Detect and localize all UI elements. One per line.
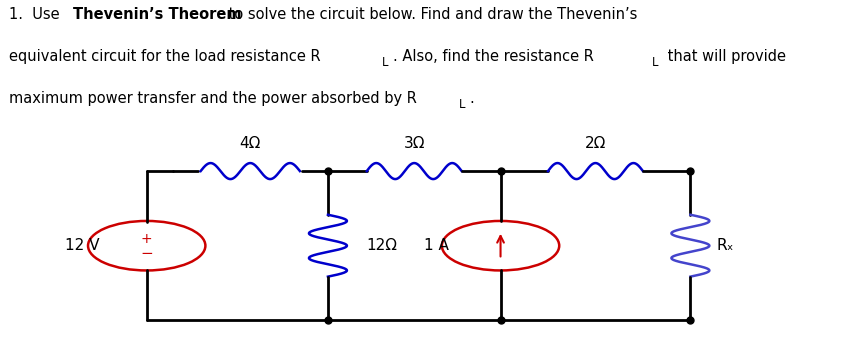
Text: +: + [141,232,153,246]
Text: . Also, find the resistance R: . Also, find the resistance R [393,49,594,64]
Text: Rₓ: Rₓ [716,238,734,253]
Text: maximum power transfer and the power absorbed by R: maximum power transfer and the power abs… [9,91,417,106]
Text: 3Ω: 3Ω [404,136,425,151]
Text: 1.  Use: 1. Use [9,7,64,22]
Text: to solve the circuit below. Find and draw the Thevenin’s: to solve the circuit below. Find and dra… [224,7,638,22]
Text: 12Ω: 12Ω [367,238,398,253]
Text: 4Ω: 4Ω [240,136,261,151]
Text: 1 A: 1 A [424,238,449,253]
Text: L: L [459,98,466,111]
Text: L: L [652,56,658,70]
Text: −: − [141,246,153,261]
Text: that will provide: that will provide [663,49,786,64]
Text: 2Ω: 2Ω [585,136,606,151]
Text: 12 V: 12 V [65,238,99,253]
Text: Thevenin’s Theorem: Thevenin’s Theorem [73,7,242,22]
Text: .: . [469,91,475,106]
Text: L: L [381,56,388,70]
Text: equivalent circuit for the load resistance R: equivalent circuit for the load resistan… [9,49,320,64]
